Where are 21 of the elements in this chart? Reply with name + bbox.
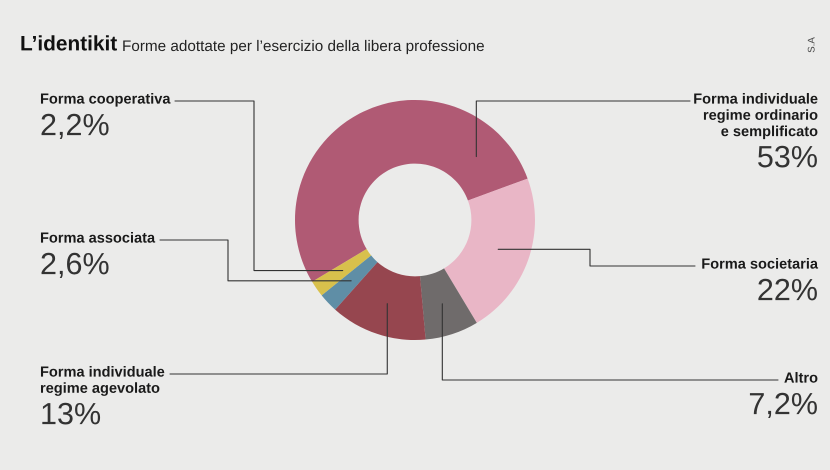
donut-slice [444, 178, 535, 323]
data-label: 53% [758, 146, 817, 168]
data-label: 13% [42, 402, 100, 424]
data-label: 2,2% [42, 114, 109, 140]
donut-slice [420, 268, 477, 340]
donut-slice [335, 262, 426, 340]
data-label: 22% [758, 278, 817, 300]
data-label: 2,6% [42, 252, 109, 278]
donut-slice [322, 255, 378, 310]
chart-subtitle: Forme adottate per l’esercizio della libera professione [123, 40, 484, 54]
donut-slice [312, 249, 372, 296]
slice-label: Forma societaria [702, 258, 818, 269]
slice-label: Forma individuale regime agevolato [40, 366, 164, 396]
slice-label: Forma cooperativa [40, 93, 171, 107]
data-label: 7,2% [750, 392, 817, 418]
slice-label: Forma individuale regime ordinario e semplificato [694, 93, 818, 140]
donut-slice [295, 100, 528, 282]
text: S.A [808, 37, 815, 52]
chart-title: L’identikit [21, 35, 117, 51]
slice-label: Forma associata [40, 232, 156, 243]
slice-label: Altro [784, 372, 818, 383]
